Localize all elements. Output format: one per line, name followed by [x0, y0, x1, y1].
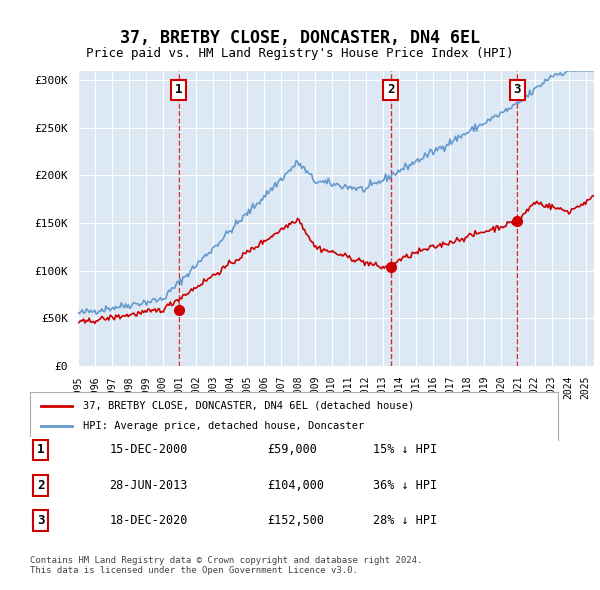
Text: Price paid vs. HM Land Registry's House Price Index (HPI): Price paid vs. HM Land Registry's House … [86, 47, 514, 60]
Text: 37, BRETBY CLOSE, DONCASTER, DN4 6EL (detached house): 37, BRETBY CLOSE, DONCASTER, DN4 6EL (de… [83, 401, 414, 411]
Text: 15% ↓ HPI: 15% ↓ HPI [373, 443, 437, 457]
Text: 28-JUN-2013: 28-JUN-2013 [109, 478, 188, 492]
Text: HPI: Average price, detached house, Doncaster: HPI: Average price, detached house, Donc… [83, 421, 364, 431]
Text: 18-DEC-2020: 18-DEC-2020 [109, 514, 188, 527]
Text: 3: 3 [514, 83, 521, 96]
Text: Contains HM Land Registry data © Crown copyright and database right 2024.
This d: Contains HM Land Registry data © Crown c… [30, 556, 422, 575]
Text: 2: 2 [37, 478, 44, 492]
Text: 3: 3 [37, 514, 44, 527]
Text: £59,000: £59,000 [268, 443, 317, 457]
Text: 36% ↓ HPI: 36% ↓ HPI [373, 478, 437, 492]
Text: 15-DEC-2000: 15-DEC-2000 [109, 443, 188, 457]
Text: 2: 2 [387, 83, 395, 96]
Text: £104,000: £104,000 [268, 478, 325, 492]
Text: 37, BRETBY CLOSE, DONCASTER, DN4 6EL: 37, BRETBY CLOSE, DONCASTER, DN4 6EL [120, 30, 480, 47]
Text: 28% ↓ HPI: 28% ↓ HPI [373, 514, 437, 527]
Text: £152,500: £152,500 [268, 514, 325, 527]
Text: 1: 1 [175, 83, 182, 96]
Text: 1: 1 [37, 443, 44, 457]
